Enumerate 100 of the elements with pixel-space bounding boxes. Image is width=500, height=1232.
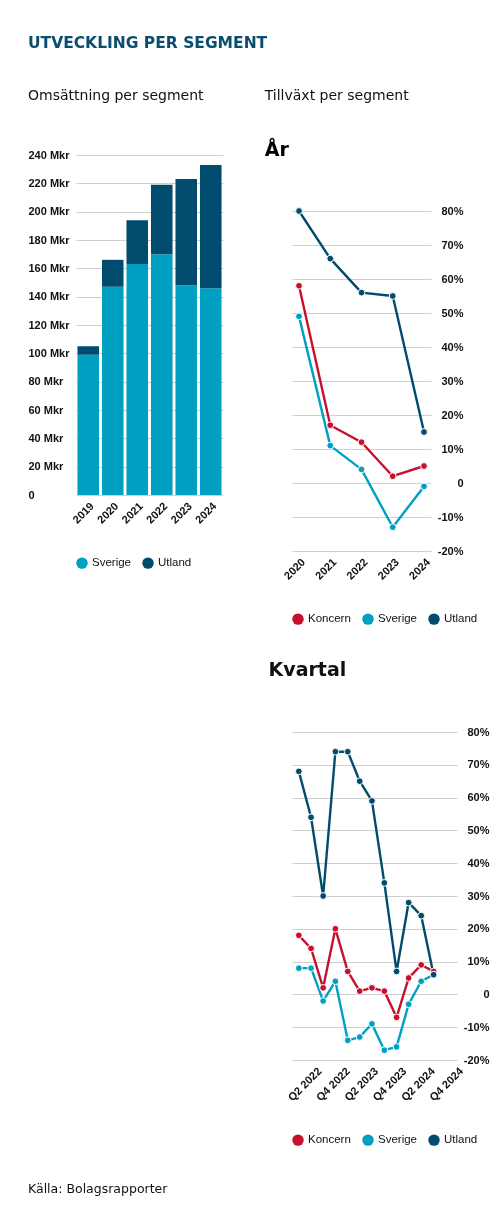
- chart-title: Kvartal: [268, 658, 347, 680]
- bar: [126, 220, 149, 265]
- y-tick-label: 200 Mkr: [28, 205, 71, 218]
- chart-title: Tillväxt per segment: [263, 87, 410, 103]
- y-tick-label: 30%: [467, 889, 490, 902]
- point: [417, 977, 426, 986]
- bar: [101, 259, 124, 287]
- point: [307, 944, 315, 953]
- y-tick-label: 60 Mkr: [28, 403, 65, 416]
- y-tick-label: 100 Mkr: [28, 346, 71, 359]
- point: [331, 747, 340, 756]
- point: [388, 292, 397, 300]
- point: [343, 747, 352, 756]
- point: [295, 207, 303, 215]
- point: [294, 964, 303, 973]
- bar: [199, 288, 222, 495]
- point: [388, 523, 397, 532]
- y-tick-label: -20%: [437, 544, 464, 557]
- point: [295, 281, 303, 290]
- point: [392, 967, 401, 976]
- y-tick-label: 10%: [441, 442, 464, 455]
- point: [404, 1000, 413, 1009]
- point: [343, 1036, 352, 1045]
- y-tick-label: 20%: [467, 922, 490, 935]
- y-tick-label: 40%: [467, 856, 490, 869]
- legend-label: Utland: [444, 612, 478, 625]
- bar: [150, 184, 173, 255]
- point: [355, 987, 364, 995]
- y-tick-label: 20 Mkr: [28, 460, 65, 473]
- point: [420, 482, 428, 491]
- y-tick-label: -20%: [463, 1053, 490, 1066]
- point: [392, 1013, 401, 1022]
- point: [326, 441, 335, 450]
- y-tick-label: 40%: [441, 340, 464, 353]
- y-tick-label: 80%: [441, 204, 464, 217]
- legend-label: Koncern: [308, 612, 351, 625]
- point: [294, 767, 303, 776]
- point: [404, 898, 413, 907]
- y-tick-label: 240 Mkr: [28, 148, 71, 161]
- point: [388, 472, 397, 481]
- point: [294, 931, 303, 940]
- y-tick-label: 0: [457, 476, 464, 489]
- y-tick-label: 60%: [441, 272, 464, 285]
- y-tick-label: 20%: [441, 408, 464, 421]
- y-tick-label: 60%: [467, 791, 490, 804]
- point: [368, 797, 376, 805]
- point: [331, 977, 340, 986]
- y-tick-label: 80%: [467, 725, 490, 738]
- y-tick-label: 140 Mkr: [28, 290, 71, 303]
- bar: [101, 286, 124, 495]
- bar: [126, 264, 149, 495]
- point: [420, 462, 428, 470]
- y-tick-label: 70%: [441, 238, 464, 251]
- point: [404, 974, 413, 982]
- point: [355, 777, 364, 786]
- y-tick-label: 220 Mkr: [28, 176, 71, 189]
- legend-label: Sverige: [378, 1133, 417, 1146]
- point: [307, 964, 315, 973]
- point: [417, 961, 426, 969]
- legend-label: Utland: [444, 1133, 478, 1146]
- chart-subtitle: År: [264, 137, 290, 160]
- point: [357, 438, 366, 447]
- point: [380, 879, 389, 887]
- y-tick-label: 180 Mkr: [28, 233, 71, 246]
- chart-title: UTVECKLING PER SEGMENT: [28, 33, 268, 52]
- legend-label: Koncern: [308, 1133, 351, 1146]
- y-tick-label: 160 Mkr: [28, 261, 71, 274]
- y-tick-label: -10%: [437, 510, 464, 523]
- y-tick-label: 10%: [467, 955, 490, 968]
- point: [355, 1033, 364, 1041]
- y-tick-label: 120 Mkr: [28, 318, 71, 331]
- legend-label: Sverige: [378, 612, 417, 625]
- legend-label: Utland: [158, 556, 192, 569]
- y-tick-label: -10%: [463, 1020, 490, 1033]
- point: [380, 987, 389, 995]
- point: [319, 892, 328, 900]
- point: [368, 983, 376, 992]
- bar: [175, 179, 198, 286]
- y-tick-label: 40 Mkr: [28, 431, 65, 444]
- chart-subtitle: Omsättning per segment: [28, 87, 205, 103]
- point: [319, 983, 328, 992]
- y-tick-label: 0: [483, 987, 490, 1000]
- y-tick-label: 70%: [467, 758, 490, 771]
- y-tick-label: 50%: [467, 823, 490, 836]
- legend-label: Sverige: [92, 556, 131, 569]
- point: [368, 1020, 376, 1028]
- bar: [77, 346, 100, 355]
- y-tick-label: 30%: [441, 374, 464, 387]
- point: [326, 421, 335, 430]
- point: [380, 1046, 389, 1055]
- y-tick-label: 50%: [441, 306, 464, 319]
- y-tick-label: 80 Mkr: [28, 375, 65, 388]
- point: [357, 465, 366, 474]
- point: [295, 312, 303, 321]
- point: [343, 967, 352, 976]
- bar: [77, 354, 100, 495]
- point: [420, 428, 428, 436]
- point: [357, 288, 366, 297]
- y-tick-label: 0: [28, 488, 35, 501]
- point: [331, 924, 340, 933]
